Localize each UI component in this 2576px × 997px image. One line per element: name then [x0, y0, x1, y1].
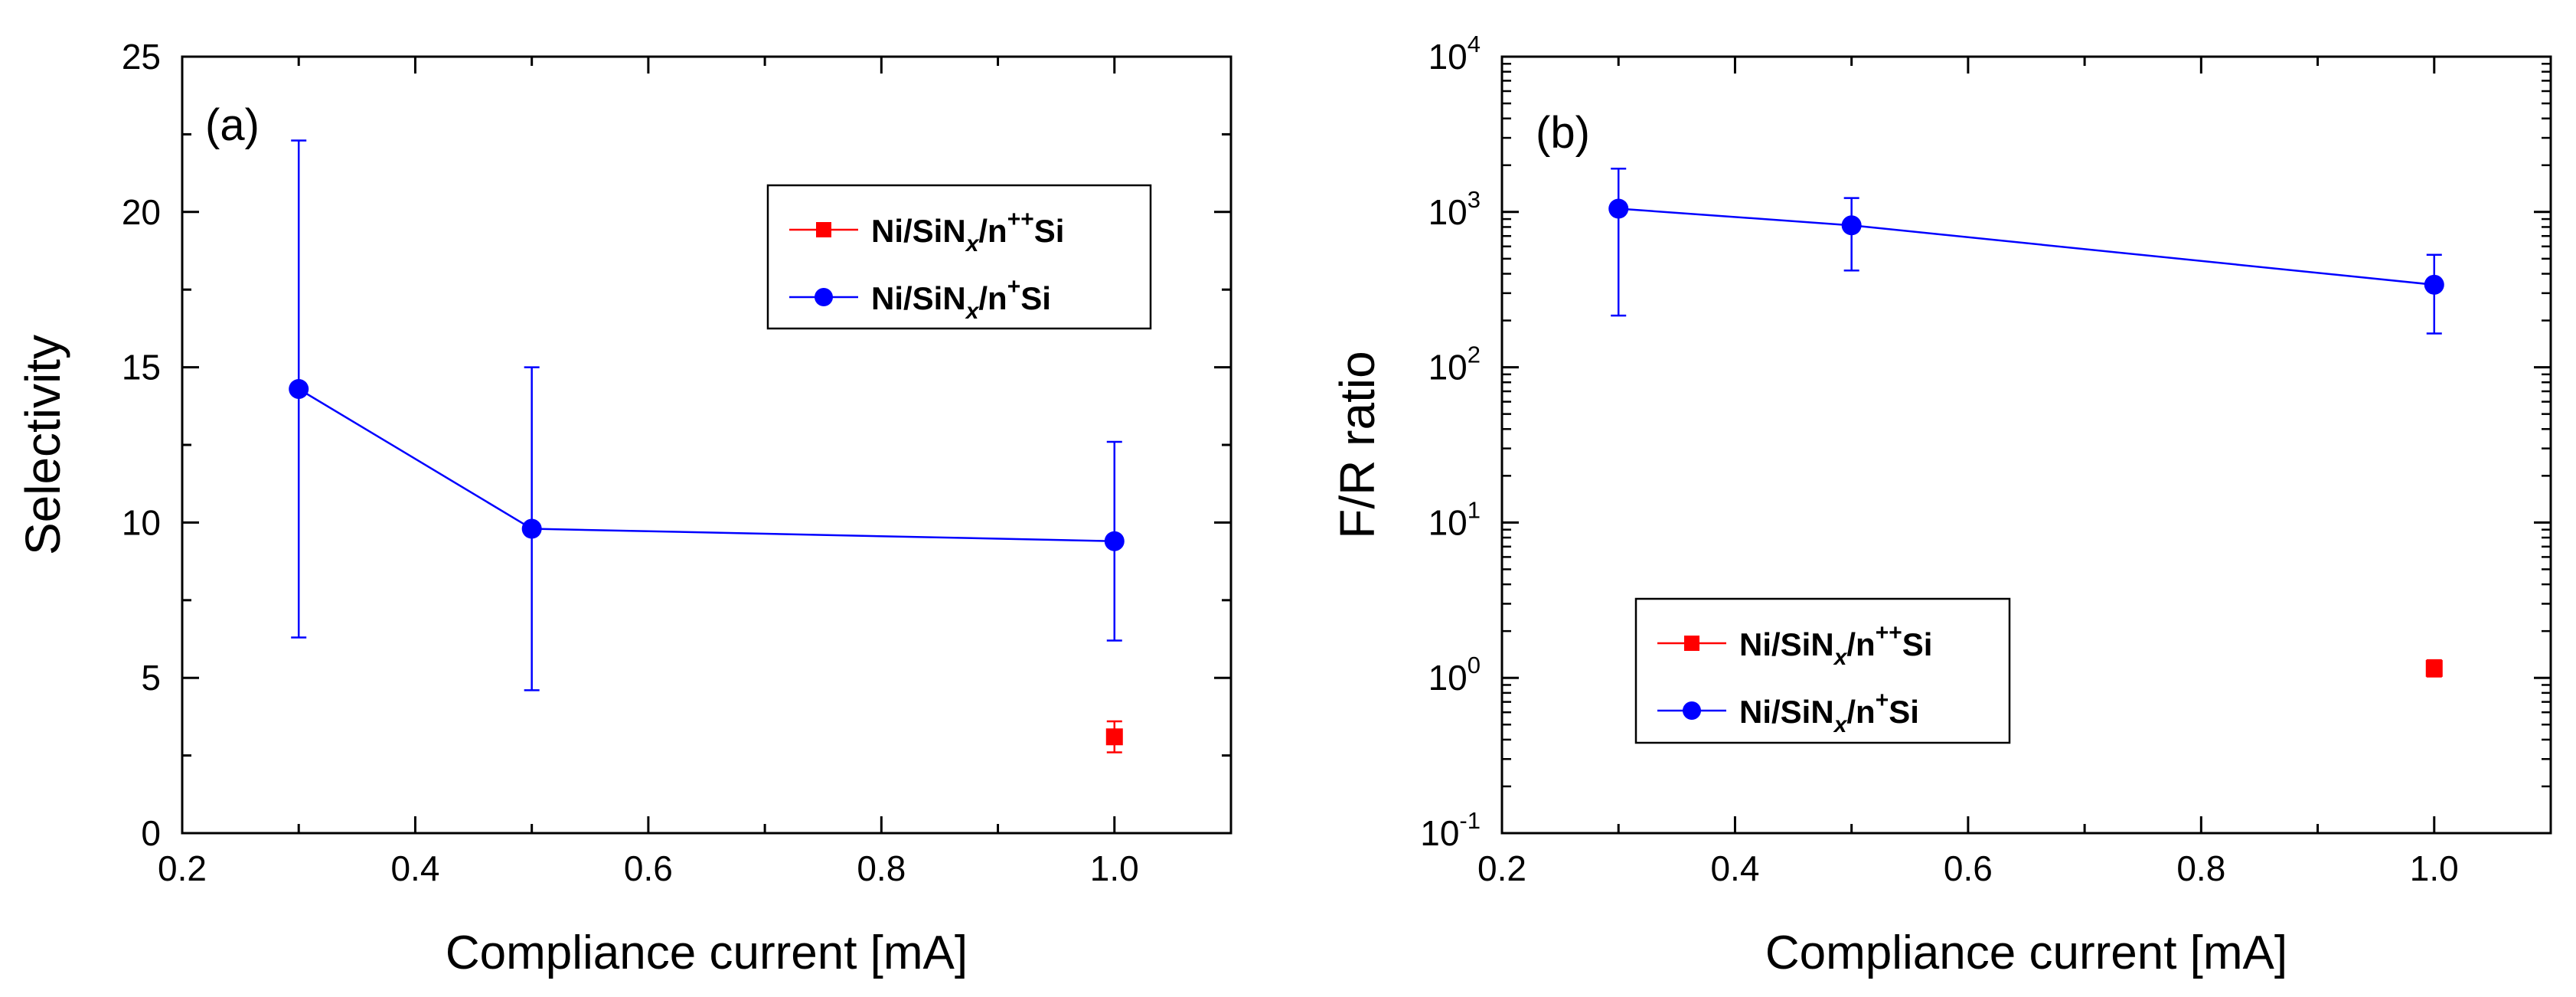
legend-marker-square: [816, 222, 831, 237]
data-point-square: [2425, 659, 2443, 677]
data-point-circle: [1104, 531, 1125, 551]
legend-label: Ni/SiNx/n++Si: [1739, 620, 1932, 670]
data-point-circle: [1841, 215, 1862, 236]
series-n-plusplus-si: [1105, 720, 1123, 753]
x-tick-label: 0.4: [1710, 848, 1759, 888]
legend-box: [766, 184, 1152, 330]
y-tick-label: 15: [122, 348, 161, 387]
plot-frame: [181, 55, 1232, 835]
series-n-plusplus-si: [2425, 659, 2443, 678]
x-tick-label: 0.2: [1477, 848, 1526, 888]
y-axis-title: F/R ratio: [1330, 351, 1385, 538]
y-axis-title: Selectivity: [15, 335, 70, 555]
y-tick-label: 103: [1428, 186, 1481, 232]
y-tick-label: 104: [1428, 31, 1481, 77]
panel-label: (b): [1536, 108, 1590, 158]
x-tick-label: 0.8: [857, 848, 906, 888]
x-axis-title: Compliance current [mA]: [446, 927, 968, 979]
series-line: [298, 387, 1115, 542]
y-tick-label: 102: [1428, 342, 1481, 387]
x-tick-label: 1.0: [1090, 848, 1139, 888]
series-line: [1618, 208, 2434, 286]
x-tick-label: 1.0: [2410, 848, 2459, 888]
x-tick-label: 0.6: [624, 848, 673, 888]
x-tick-label: 0.8: [2176, 848, 2225, 888]
data-point-square: [1105, 728, 1123, 746]
x-axis-title: Compliance current [mA]: [1765, 927, 2287, 979]
legend-item: Ni/SiNx/n++Si: [1657, 620, 1932, 670]
legend-marker-circle: [1683, 701, 1701, 720]
legend-item: Ni/SiNx/n+Si: [789, 274, 1051, 324]
series-n-plus-si: [289, 139, 1125, 691]
legend: Ni/SiNx/n++Si Ni/SiNx/n+Si: [766, 184, 1152, 330]
legend-box: [1634, 597, 2011, 744]
legend: Ni/SiNx/n++Si Ni/SiNx/n+Si: [1634, 597, 2011, 744]
legend-label: Ni/SiNx/n+Si: [871, 274, 1051, 324]
data-point-circle: [289, 378, 309, 399]
y-tick-label: 10: [122, 502, 161, 542]
chart-panel-a: 0.2 0.4 0.6 0.8 1.0 0 5 10 15 20 25 Compliance curr…: [15, 37, 1232, 979]
plot-frame: [1500, 55, 2552, 835]
panel-label: (a): [205, 100, 260, 150]
y-tick-label: 101: [1428, 496, 1481, 542]
legend-label: Ni/SiNx/n++Si: [871, 207, 1064, 257]
y-tick-label: 20: [122, 192, 161, 232]
y-tick-label: 0: [141, 813, 161, 853]
series-n-plus-si: [1608, 168, 2444, 335]
chart-panel-b: 0.2 0.4 0.6 0.8 1.0 10-1 100 101 102 103 104 Compli…: [1330, 31, 2552, 979]
y-tick-label: 10-1: [1420, 807, 1481, 853]
x-tick-label: 0.2: [158, 848, 207, 888]
x-tick-label: 0.4: [390, 848, 439, 888]
legend-label: Ni/SiNx/n+Si: [1739, 688, 1919, 737]
legend-item: Ni/SiNx/n+Si: [1657, 688, 1919, 737]
y-tick-label: 5: [141, 658, 161, 698]
y-tick-label: 25: [122, 37, 161, 77]
data-point-circle: [2424, 274, 2444, 295]
data-point-circle: [1608, 198, 1629, 219]
legend-item: Ni/SiNx/n++Si: [789, 207, 1064, 257]
legend-marker-square: [1684, 636, 1699, 651]
data-point-circle: [521, 518, 542, 539]
legend-marker-circle: [815, 288, 833, 306]
y-tick-label: 100: [1428, 652, 1481, 698]
x-tick-label: 0.6: [1944, 848, 1993, 888]
